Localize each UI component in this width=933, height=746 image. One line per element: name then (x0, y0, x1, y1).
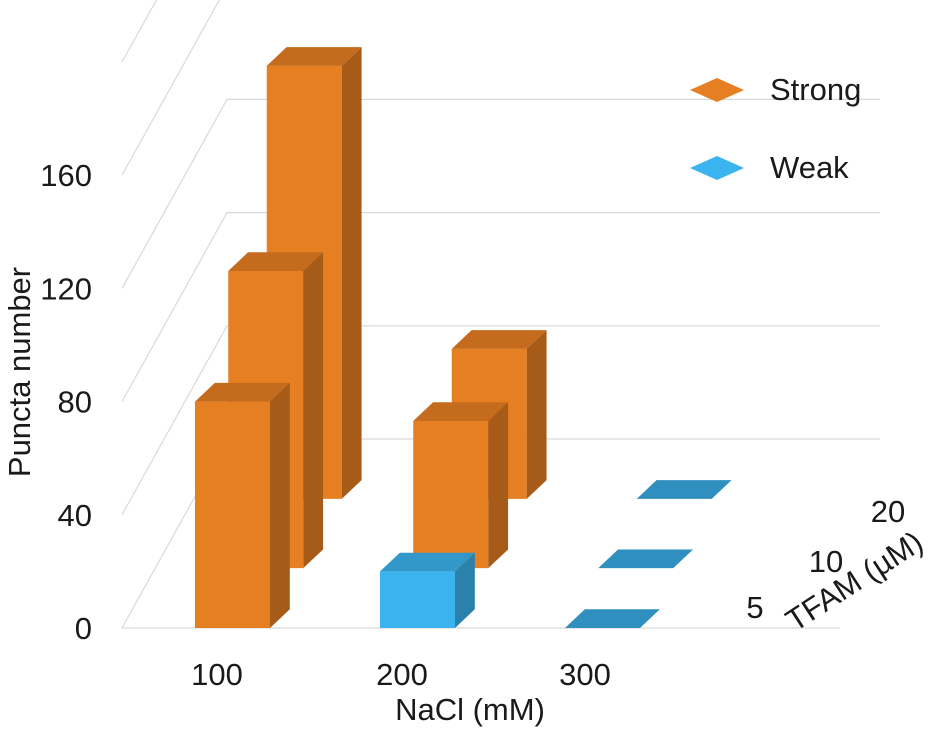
depth-tick-label: 20 (871, 494, 905, 529)
depth-tick-label: 5 (746, 590, 763, 625)
gridline (121, 325, 880, 516)
legend-swatch (690, 156, 744, 180)
bar-weak (565, 609, 660, 628)
bar-strong (195, 382, 290, 628)
y-tick-label: 0 (75, 611, 92, 646)
legend-label: Weak (770, 150, 849, 185)
gridline (121, 98, 880, 289)
bar-top-face (451, 330, 547, 349)
bar-top-face (565, 609, 660, 628)
bar-side-face (526, 330, 547, 499)
bar-strong (413, 402, 509, 569)
bar-front-face (413, 420, 489, 569)
y-tick-label: 80 (58, 385, 92, 420)
bar-side-face (455, 552, 475, 628)
tick-labels: 0 40 80 120 160 100 200 300 5 10 20 (40, 158, 905, 692)
bar-top-face (598, 549, 694, 569)
legend-item: Weak (690, 150, 849, 185)
bar-front-face (195, 401, 270, 628)
bars (195, 47, 732, 628)
bar-side-face (488, 402, 509, 569)
bar-weak (598, 549, 694, 569)
legend-swatch (690, 78, 744, 102)
gridline (121, 0, 221, 176)
x-tick-label: 100 (191, 657, 243, 692)
bar-side-face (270, 382, 290, 628)
bar-top-face (413, 402, 509, 421)
bar-weak (636, 480, 732, 499)
legend-label: Strong (770, 72, 861, 107)
y-axis-title: Puncta number (2, 267, 37, 477)
x-tick-label: 200 (376, 657, 428, 692)
gridline (121, 0, 158, 63)
x-axis-title: NaCl (mM) (395, 692, 545, 727)
bar-top-face (266, 47, 362, 66)
bar-weak (380, 552, 475, 628)
x-tick-label: 300 (559, 657, 611, 692)
y-tick-label: 160 (40, 158, 92, 193)
bar-side-face (341, 47, 362, 499)
bar-side-face (303, 252, 324, 569)
bar-top-face (636, 480, 732, 499)
legend-item: Strong (690, 72, 861, 107)
gridline (121, 212, 880, 402)
depth-tick-label: 10 (809, 544, 843, 579)
y-tick-label: 40 (58, 498, 92, 533)
bar-top-face (228, 252, 324, 271)
bar-top-face (195, 382, 290, 402)
depth-axis-title: TFAM (µM) (779, 524, 929, 638)
bar-front-face (380, 571, 455, 628)
bar-top-face (380, 552, 475, 572)
y-tick-label: 120 (40, 271, 92, 306)
legend: Strong Weak (690, 72, 861, 185)
